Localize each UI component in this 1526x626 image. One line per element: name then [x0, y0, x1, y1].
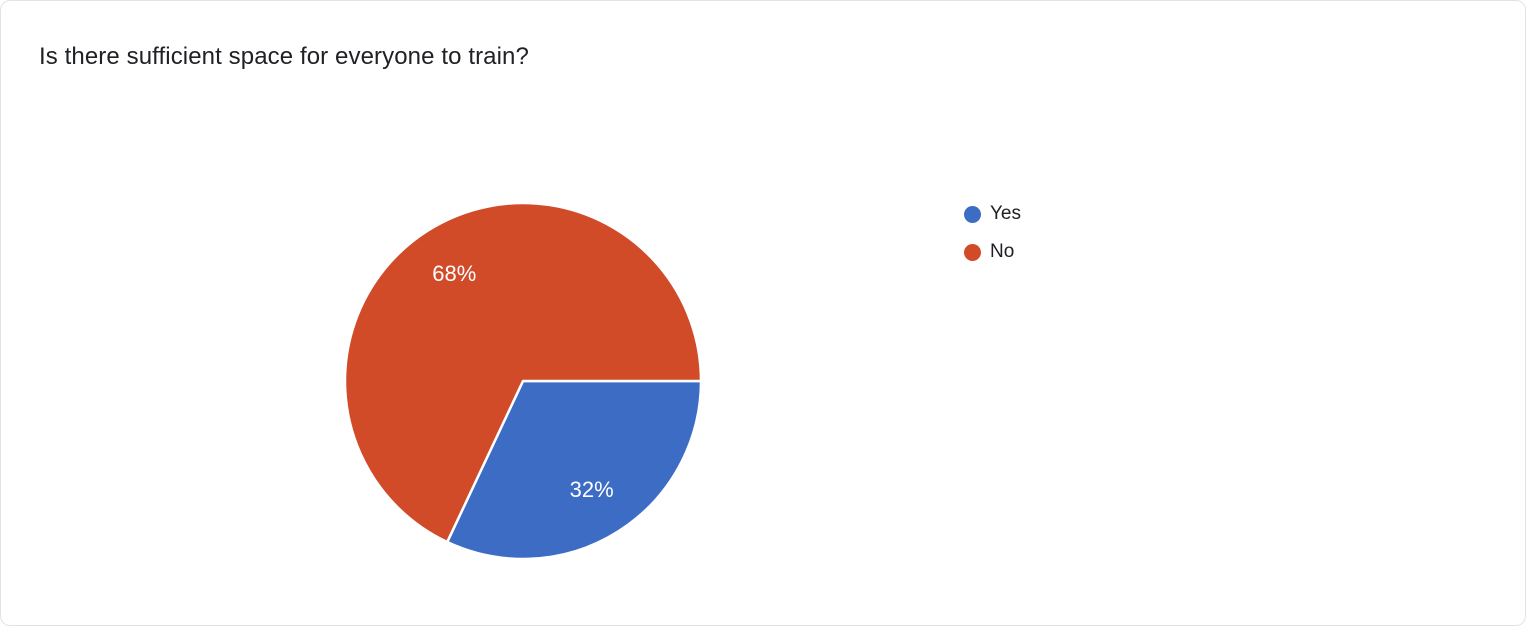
pie-slice-yes[interactable]: [445, 379, 703, 561]
legend-label-no: No: [990, 241, 1015, 262]
legend-label-yes: Yes: [990, 203, 1021, 224]
chart-area: 32% 68%: [323, 181, 723, 581]
legend-item-yes: Yes: [964, 202, 1021, 226]
legend: Yes No: [964, 202, 1021, 264]
slice-label-no: 68%: [432, 261, 476, 286]
chart-title: Is there sufficient space for everyone t…: [39, 43, 529, 70]
legend-swatch: [964, 243, 981, 261]
pie-chart: 32% 68%: [343, 201, 703, 561]
legend-swatch: [964, 205, 981, 223]
pie-slice-no[interactable]: [343, 201, 703, 544]
legend-item-no: No: [964, 240, 1021, 264]
slice-label-yes: 32%: [570, 477, 614, 502]
